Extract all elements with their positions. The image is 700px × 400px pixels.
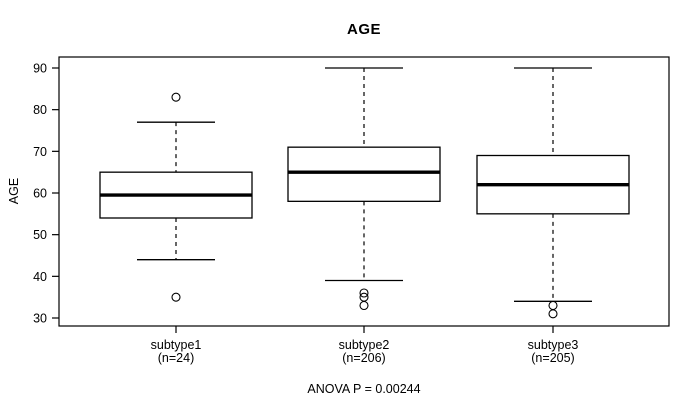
outlier-point bbox=[359, 300, 369, 311]
y-tick-label: 70 bbox=[33, 145, 47, 159]
y-tick-label: 50 bbox=[33, 228, 47, 242]
sample-size-label: (n=205) bbox=[531, 351, 575, 365]
subtype-name: subtype3 bbox=[527, 338, 579, 352]
iqr-box-subtype2 bbox=[287, 146, 441, 202]
x-label-subtype1: subtype1 (n=24) bbox=[151, 339, 202, 365]
subtype-name: subtype1 bbox=[150, 338, 202, 352]
outlier-point bbox=[548, 300, 558, 311]
subtype-name: subtype2 bbox=[338, 338, 390, 352]
outlier-point bbox=[171, 92, 181, 102]
boxplot-subtype2 bbox=[287, 67, 441, 333]
anova-p-label: ANOVA P = 0.00244 bbox=[307, 382, 421, 396]
chart-title: AGE bbox=[346, 21, 381, 38]
x-label-subtype2: subtype2 (n=206) bbox=[339, 339, 390, 365]
sample-size-label: (n=24) bbox=[157, 351, 195, 365]
y-tick-label: 40 bbox=[33, 270, 47, 284]
y-tick-label: 60 bbox=[33, 187, 47, 201]
boxplot-subtype3 bbox=[476, 67, 630, 333]
y-tick-label: 90 bbox=[33, 62, 47, 76]
outlier-point bbox=[548, 309, 558, 319]
x-label-subtype3: subtype3 (n=205) bbox=[528, 339, 579, 365]
y-tick-label: 80 bbox=[33, 103, 47, 117]
boxplot-subtype1 bbox=[99, 92, 253, 333]
y-tick-label: 30 bbox=[33, 312, 47, 326]
sample-size-label: (n=206) bbox=[342, 351, 386, 365]
outlier-point bbox=[359, 288, 369, 298]
outlier-point bbox=[171, 292, 181, 302]
